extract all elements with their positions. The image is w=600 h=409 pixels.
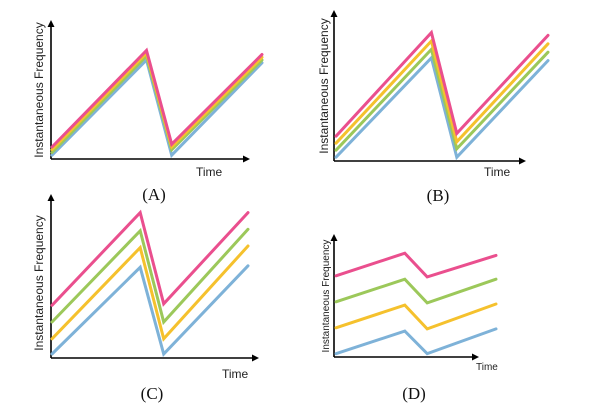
x-axis-label: Time: [484, 165, 511, 179]
chart-panel: Instantaneous Frequency Time (A): [32, 20, 264, 204]
x-axis-arrow: [519, 157, 526, 165]
series-line-pink: [50, 47, 264, 149]
x-axis-arrow: [243, 155, 250, 163]
x-axis-label: Time: [196, 165, 223, 179]
series-line-green: [334, 46, 550, 152]
y-axis-arrow: [330, 10, 338, 17]
y-axis-arrow: [330, 234, 338, 241]
chart-panel: Instantaneous Frequency Time (B): [317, 10, 550, 205]
series-line-blue: [334, 54, 550, 161]
panel-label: (B): [427, 186, 450, 205]
series-line-yellow: [334, 302, 498, 331]
series-line-blue: [50, 264, 250, 357]
series-line-green: [334, 277, 498, 305]
series-line-yellow: [334, 37, 550, 145]
chart-panel: Instantaneous Frequency Time (D): [321, 234, 498, 403]
y-axis-label: Instantaneous Frequency: [317, 18, 331, 153]
x-axis-label: Time: [222, 367, 249, 381]
series-line-blue: [50, 57, 264, 159]
series-line-green: [50, 227, 250, 326]
panel-label: (C): [141, 384, 164, 403]
panel-label: (A): [142, 185, 166, 204]
panel-label: (D): [402, 384, 426, 403]
chart-panel: Instantaneous Frequency Time (C): [32, 194, 259, 403]
x-axis-arrow: [472, 353, 479, 361]
x-axis-arrow: [252, 354, 259, 362]
y-axis-label: Instantaneous Frequency: [32, 22, 46, 157]
series-line-blue: [334, 327, 498, 356]
series-line-pink: [334, 29, 550, 138]
y-axis-arrow: [47, 20, 55, 27]
x-axis-label: Time: [476, 362, 498, 373]
series-line-pink: [50, 209, 250, 307]
y-axis-label: Instantaneous Frequency: [321, 240, 332, 353]
series-line-pink: [334, 251, 498, 279]
y-axis-arrow: [47, 194, 55, 201]
series-line-yellow: [50, 244, 250, 342]
y-axis-label: Instantaneous Frequency: [32, 215, 46, 350]
